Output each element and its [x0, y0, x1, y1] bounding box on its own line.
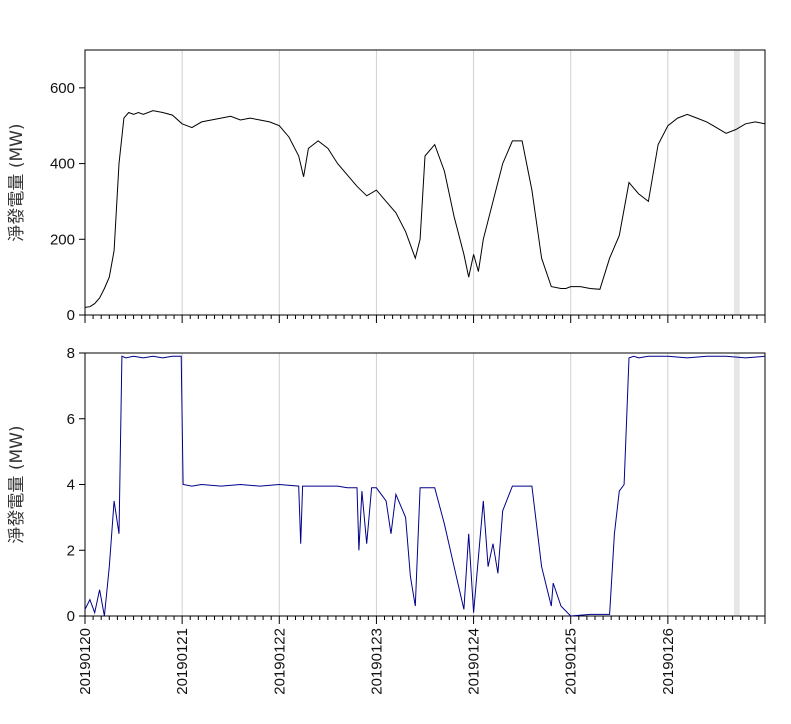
y-tick-label: 0 [67, 608, 75, 625]
shaded-band [733, 50, 740, 315]
y-tick-label: 6 [67, 411, 75, 428]
y-tick-label: 8 [67, 345, 75, 362]
series-line [84, 110, 766, 308]
y-tick-label: 600 [50, 80, 75, 97]
y-tick-label: 4 [67, 477, 75, 494]
x-tick-label: 20190124 [466, 628, 483, 695]
x-tick-label: 20190126 [660, 628, 677, 695]
y-axis-label: 淨發電量 (MW) [7, 425, 27, 543]
x-tick-label: 20190123 [368, 628, 385, 695]
x-tick-label: 20190120 [77, 628, 94, 695]
y-tick-label: 400 [50, 156, 75, 173]
x-tick-label: 20190125 [563, 628, 580, 695]
chart-panel-1: 0 200 400 600 淨發電量 (MW) [7, 49, 766, 324]
y-axis-label: 淨發電量 (MW) [7, 123, 27, 241]
series-line [84, 355, 766, 617]
plot-frame [84, 352, 766, 617]
y-tick-label: 200 [50, 231, 75, 248]
y-tick-label: 2 [67, 542, 75, 559]
shaded-band [733, 353, 740, 616]
chart-panel-2: 0 2 4 6 8 淨發電量 (MW) [7, 345, 766, 625]
y-tick-label: 0 [67, 307, 75, 324]
x-tick-label: 20190121 [174, 628, 191, 695]
x-tick-label: 20190122 [271, 628, 288, 695]
plot-frame [84, 49, 766, 316]
